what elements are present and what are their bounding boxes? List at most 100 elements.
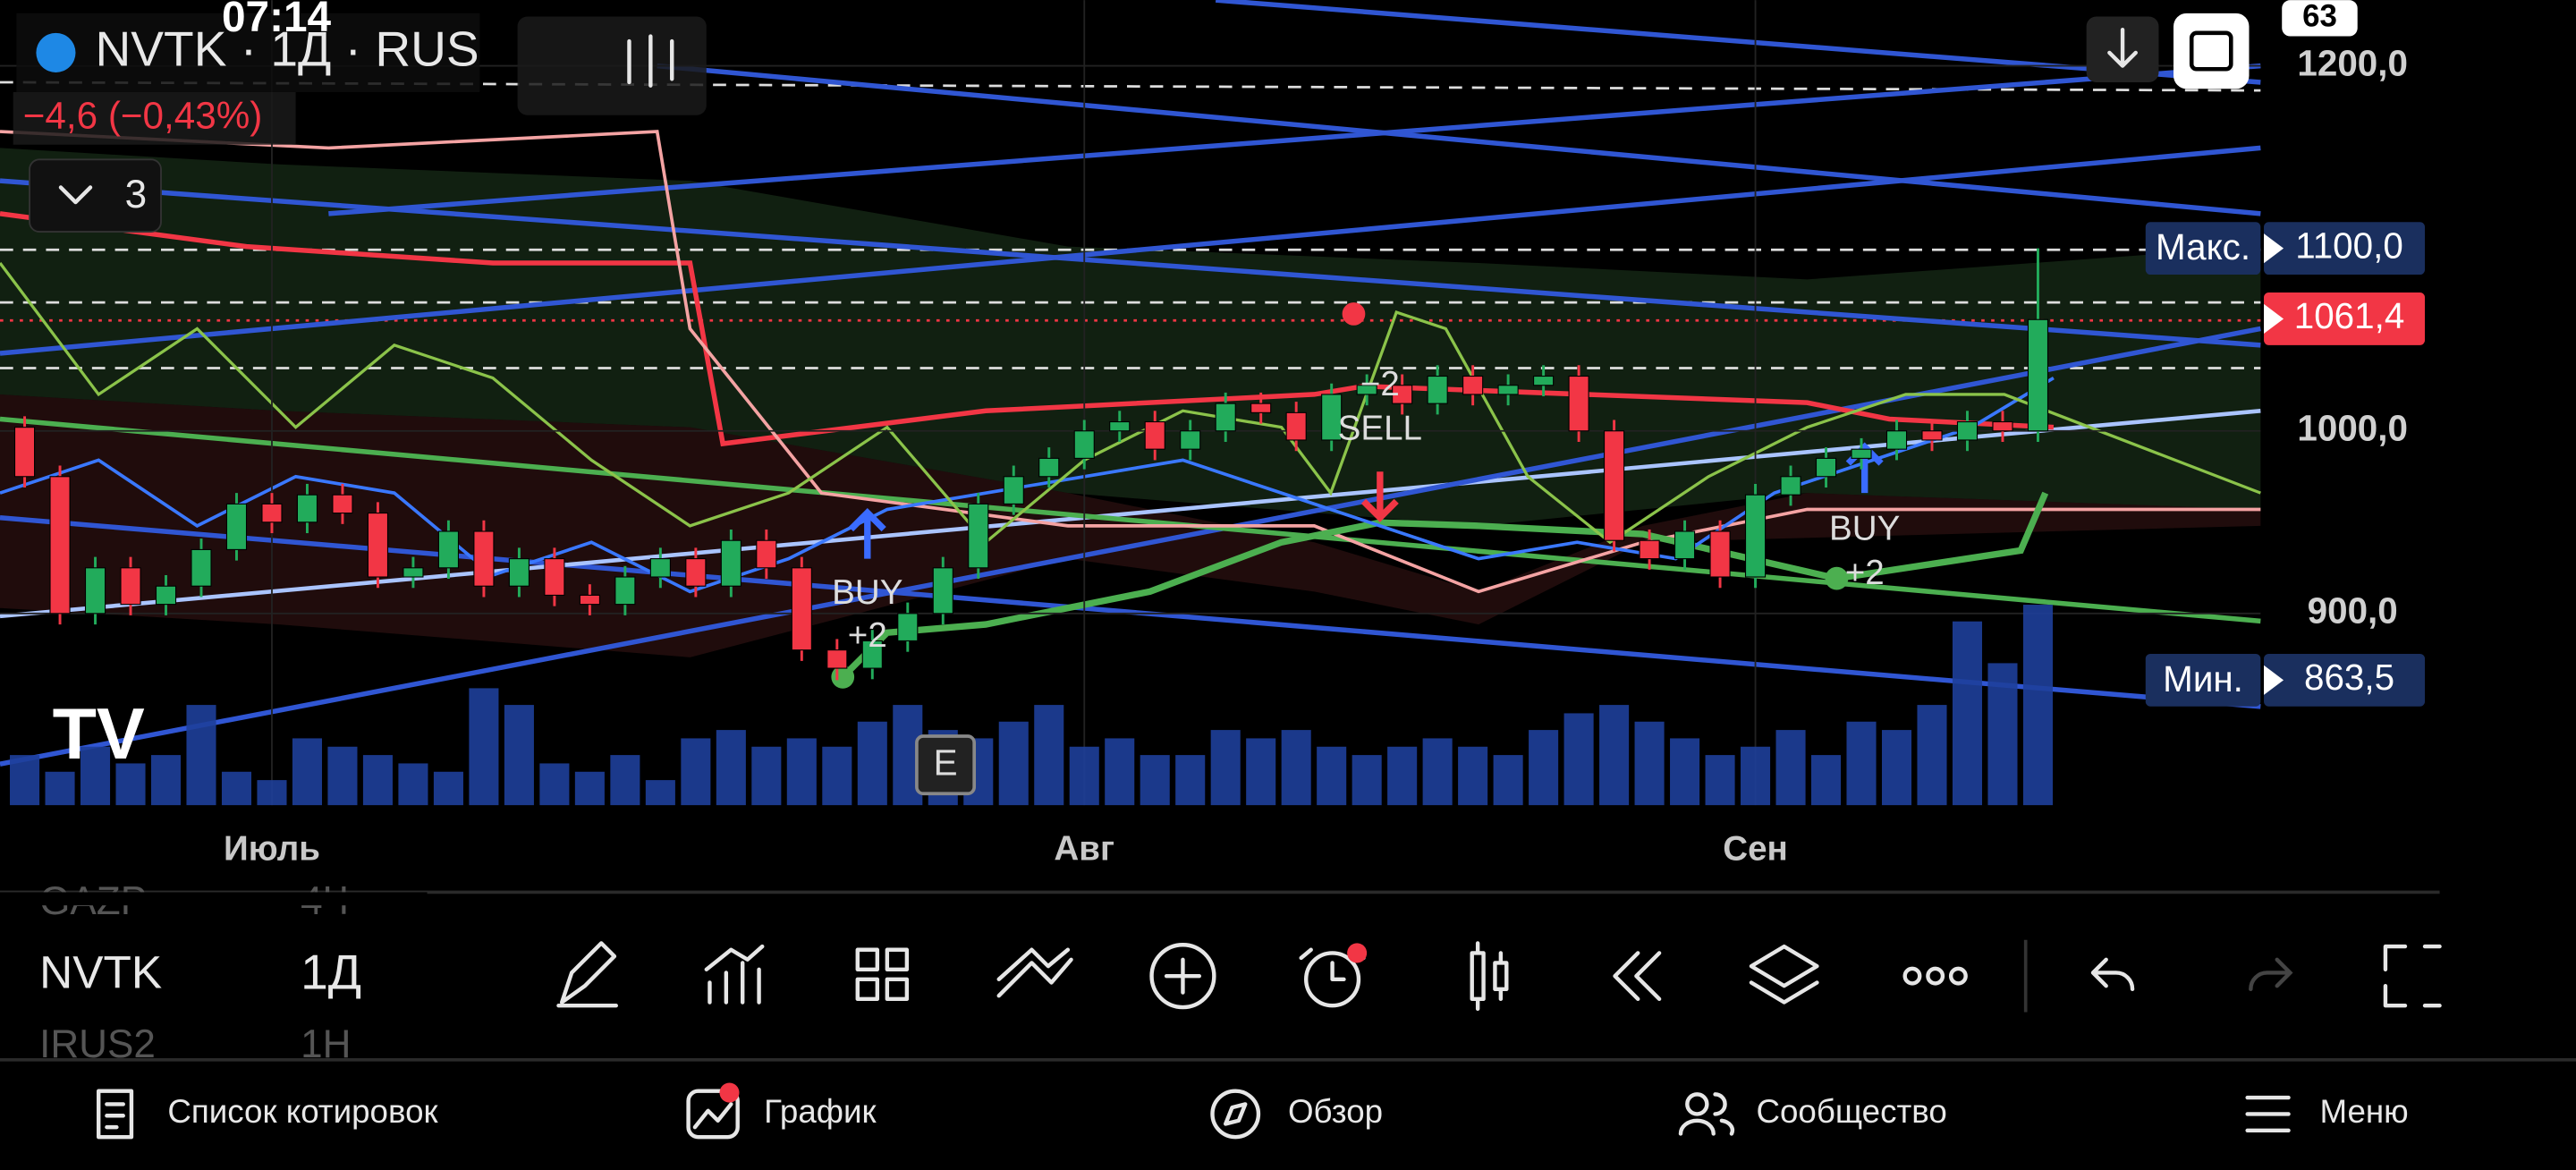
volume-bar [292,738,322,806]
span-line [0,130,2261,594]
fullscreen-tool[interactable] [2383,944,2442,1008]
chart-type-tool[interactable] [1470,941,1509,1012]
volume-bar [433,771,463,806]
max-tag: Макс. [2156,226,2250,267]
replay-tool[interactable] [1613,951,1662,1002]
candle-body [791,567,812,651]
more-tool[interactable] [1948,966,1968,986]
status-time: 07:14 [222,0,332,41]
candle-body [1003,476,1024,504]
candle-body [1956,420,1979,441]
volume-bar [1670,738,1700,806]
indicators-toggle[interactable] [29,158,162,233]
nav-item[interactable]: Обзор [1288,1093,1383,1130]
volume-bar [186,705,216,806]
last-price-box [2264,292,2426,345]
tool-panel[interactable] [517,16,707,115]
nav-item[interactable]: Сообщество [1756,1093,1946,1130]
toolbar-icons [556,939,2442,1013]
min-price-box [2264,653,2426,707]
signal-dot [831,666,855,689]
draw-tool[interactable] [556,941,618,1008]
symbol-panel[interactable] [16,13,480,92]
current-interval[interactable]: 1Д [301,945,361,1000]
signal-label: SELL [1338,410,1422,448]
volume-bar [327,746,358,806]
sell-arrow [1360,471,1399,522]
sar-line [840,491,2049,680]
candle-body [1885,430,1908,450]
candle-body [508,558,530,587]
candle-body [932,567,953,615]
volume-bar [1846,721,1877,806]
max-price-label: 1100,0 [2295,225,2403,266]
earnings-label[interactable]: E [934,742,958,784]
candle-body [1992,420,2013,432]
price-change: −4,6 (−0,43%) [23,95,263,137]
signal-dot [1825,566,1849,590]
candle-body [1568,375,1589,432]
nav-item[interactable]: Меню [2319,1093,2408,1130]
candle-body [367,513,389,578]
nav-item[interactable]: График [764,1093,877,1130]
candle-body [1427,375,1448,404]
volume-bar [362,755,393,806]
volume-bar [221,771,252,806]
layout-tool[interactable] [855,947,910,1002]
next-interval[interactable]: 1Н [301,1022,351,1066]
indicators-count[interactable]: 3 [125,173,148,216]
candle-body [1215,403,1236,432]
battery [2282,0,2358,37]
candle-body [13,427,36,478]
alert-tool[interactable] [1304,951,1361,1008]
candle-body [1851,448,1872,459]
fullscreen-button[interactable] [2174,13,2250,89]
volume-bar [822,746,852,806]
add-tool[interactable] [1149,943,1216,1010]
volume-bar [998,721,1029,806]
undo-tool[interactable] [2090,957,2135,992]
live-icon [36,32,76,72]
redo-tool[interactable] [2249,957,2293,992]
volume-bar [786,738,817,806]
lag-line [0,262,2261,545]
indicators-tool[interactable] [704,944,765,1005]
candle-body [1604,430,1625,541]
signal-qty: +2 [1845,554,1885,592]
volume-bar [1881,730,1912,806]
last-arrow [2264,303,2284,334]
candle-body [1639,539,1660,560]
nav-item[interactable]: Список котировок [167,1093,438,1130]
volume-bar [1387,746,1418,806]
volume-bar [610,755,640,806]
candle-body [225,503,248,550]
volume-bar [2022,605,2053,806]
symbol-title[interactable]: NVTK · 1Д · RUS [96,21,479,76]
candle-body [437,530,459,569]
volume-bar [1741,746,1771,806]
volume-bar [1563,713,1594,806]
more-tool[interactable] [1902,966,1922,986]
min-tag-box [2145,653,2261,707]
more-tool[interactable] [1926,966,1945,986]
volume-bar [857,721,887,806]
trend-line [657,63,2261,216]
candle-body [1744,494,1767,578]
volume-bar [539,763,570,806]
current-symbol[interactable]: NVTK [39,946,162,998]
fade [0,892,428,906]
volume-bar [1705,755,1735,806]
nav-icon [692,1102,733,1130]
compare-tool[interactable] [996,947,1073,998]
trend-line [0,416,2261,624]
candle-body [2027,318,2049,432]
earnings-badge[interactable] [915,734,977,796]
volume-bar [751,746,782,806]
layers-tool[interactable] [1749,944,1819,1005]
next-symbol[interactable]: IRUS2 [39,1022,156,1066]
candle-body [120,567,141,606]
volume-bar [257,780,287,806]
volume-bar [150,755,182,806]
min-price-label: 863,5 [2304,657,2394,698]
